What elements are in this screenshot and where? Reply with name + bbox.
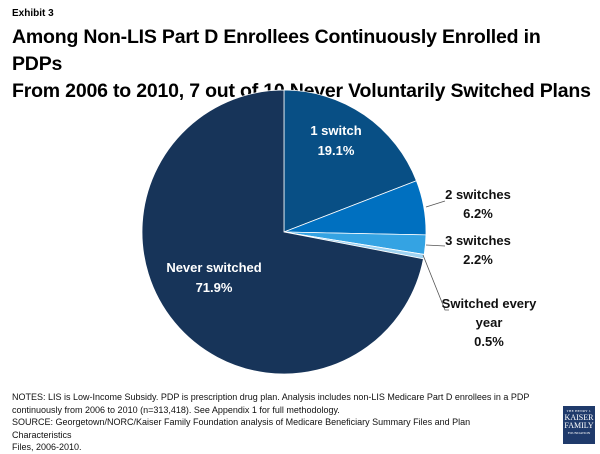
source-line-1: SOURCE: Georgetown/NORC/Kaiser Family Fo…: [12, 417, 471, 440]
data-label-3-switches: 3 switches 2.2%: [445, 233, 511, 267]
leader-line-switched-every-year: [422, 254, 449, 311]
notes-line-2: continuously from 2006 to 2010 (n=313,41…: [12, 404, 340, 415]
data-label-2-switches: 2 switches 6.2%: [445, 187, 511, 221]
data-label-switched-every-year: Switched every year 0.5%: [442, 296, 537, 349]
leader-line-3-switches: [425, 244, 446, 247]
logo-line-3: FAMILY: [564, 421, 594, 430]
logo-line-2: KAISER: [564, 413, 594, 422]
chart-title-line-1: Among Non-LIS Part D Enrollees Continuou…: [12, 26, 541, 75]
leader-line-2-switches: [425, 200, 446, 208]
notes-line-1: NOTES: LIS is Low-Income Subsidy. PDP is…: [12, 392, 530, 402]
kaiser-family-foundation-logo: THE HENRY J. KAISER FAMILY FOUNDATION: [563, 406, 595, 444]
exhibit-label: Exhibit 3: [12, 8, 54, 19]
chart-notes: NOTES: LIS is Low-Income Subsidy. PDP is…: [12, 391, 532, 454]
source-line-2: Files, 2006-2010.: [12, 442, 82, 453]
pie-slice-never-switched: [141, 89, 424, 375]
logo-line-1: THE HENRY J.: [566, 409, 592, 413]
pie-slice-1-switch: [283, 89, 417, 233]
data-label-1-switch: 1 switch 19.1%: [310, 123, 361, 158]
logo-line-4: FOUNDATION: [567, 431, 591, 435]
data-label-never-switched: Never switched 71.9%: [166, 260, 261, 295]
